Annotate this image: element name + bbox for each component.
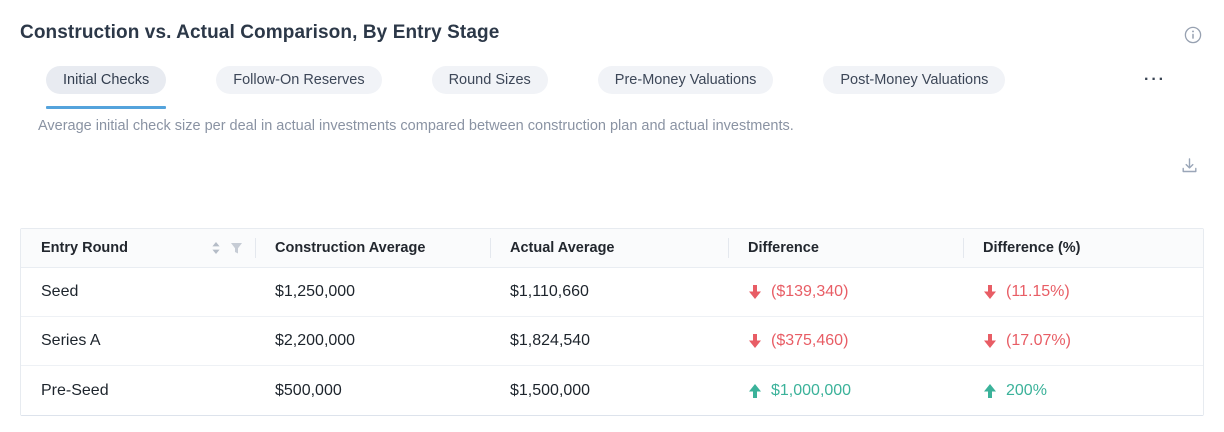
table-row: Seed $1,250,000 $1,110,660 ($139,340) (1… (21, 268, 1203, 317)
more-tabs-button[interactable]: ··· (1144, 71, 1166, 88)
column-header-construction-average: Construction Average (255, 229, 490, 267)
download-icon[interactable] (1180, 156, 1199, 175)
arrow-up-icon (748, 383, 762, 399)
cell-difference-pct: (17.07%) (963, 332, 1203, 350)
tab-initial-checks[interactable]: Initial Checks (46, 66, 167, 109)
difference-pct-value: (11.15%) (1006, 283, 1070, 300)
column-header-difference: Difference (728, 229, 963, 267)
table-row: Series A $2,200,000 $1,824,540 ($375,460… (21, 317, 1203, 366)
arrow-down-icon (748, 284, 762, 300)
table-row: Pre-Seed $500,000 $1,500,000 $1,000,000 … (21, 366, 1203, 415)
cell-entry-round: Series A (41, 332, 101, 349)
column-header-label: Actual Average (510, 240, 615, 256)
info-icon[interactable] (1184, 26, 1202, 44)
column-header-actual-average: Actual Average (490, 229, 728, 267)
cell-difference-pct: (11.15%) (963, 283, 1203, 301)
cell-entry-round: Pre-Seed (41, 381, 109, 399)
arrow-down-icon (748, 333, 762, 349)
arrow-up-icon (983, 383, 997, 399)
cell-construction-average: $1,250,000 (275, 283, 356, 300)
cell-actual-average: $1,824,540 (510, 332, 591, 349)
table-header-row: Entry Round Construction Average Ac (21, 229, 1203, 268)
cell-difference-pct: 200% (963, 382, 1203, 400)
difference-value: ($139,340) (771, 283, 849, 300)
cell-difference: $1,000,000 (728, 382, 963, 400)
tab-label: Round Sizes (448, 72, 531, 88)
page-header: Construction vs. Actual Comparison, By E… (0, 0, 1224, 44)
cell-actual-average: $1,110,660 (510, 283, 589, 300)
tab-post-money-valuations[interactable]: Post-Money Valuations (823, 66, 1006, 94)
tab-label: Post-Money Valuations (840, 72, 989, 88)
chart-description: Average initial check size per deal in a… (38, 118, 794, 134)
difference-pct-value: 200% (1006, 381, 1047, 399)
table-toolbar (0, 134, 1224, 181)
sort-icon[interactable] (211, 241, 221, 255)
page-title: Construction vs. Actual Comparison, By E… (20, 22, 500, 43)
column-header-entry-round: Entry Round (21, 229, 255, 267)
cell-construction-average: $2,200,000 (275, 332, 356, 349)
difference-value: $1,000,000 (771, 381, 852, 399)
tab-bar: Initial Checks Follow-On Reserves Round … (46, 66, 1224, 109)
cell-actual-average: $1,500,000 (510, 381, 591, 399)
arrow-down-icon (983, 284, 997, 300)
tab-round-sizes[interactable]: Round Sizes (431, 66, 548, 94)
column-header-label: Difference (748, 240, 819, 256)
column-header-label: Difference (%) (983, 240, 1081, 256)
tab-label: Follow-On Reserves (233, 72, 365, 88)
tab-label: Initial Checks (63, 72, 150, 88)
tab-pre-money-valuations[interactable]: Pre-Money Valuations (597, 66, 774, 94)
column-header-label: Construction Average (275, 240, 426, 256)
difference-pct-value: (17.07%) (1006, 332, 1071, 349)
cell-difference: ($139,340) (728, 283, 963, 301)
cell-entry-round: Seed (41, 283, 79, 300)
comparison-table: Entry Round Construction Average Ac (20, 228, 1204, 416)
column-header-difference-pct: Difference (%) (963, 229, 1203, 267)
cell-difference: ($375,460) (728, 332, 963, 350)
difference-value: ($375,460) (771, 332, 849, 349)
tab-label: Pre-Money Valuations (614, 72, 757, 88)
tab-follow-on-reserves[interactable]: Follow-On Reserves (216, 66, 382, 94)
column-header-label: Entry Round (41, 240, 128, 256)
arrow-down-icon (983, 333, 997, 349)
filter-icon[interactable] (230, 242, 243, 255)
cell-construction-average: $500,000 (275, 381, 342, 399)
